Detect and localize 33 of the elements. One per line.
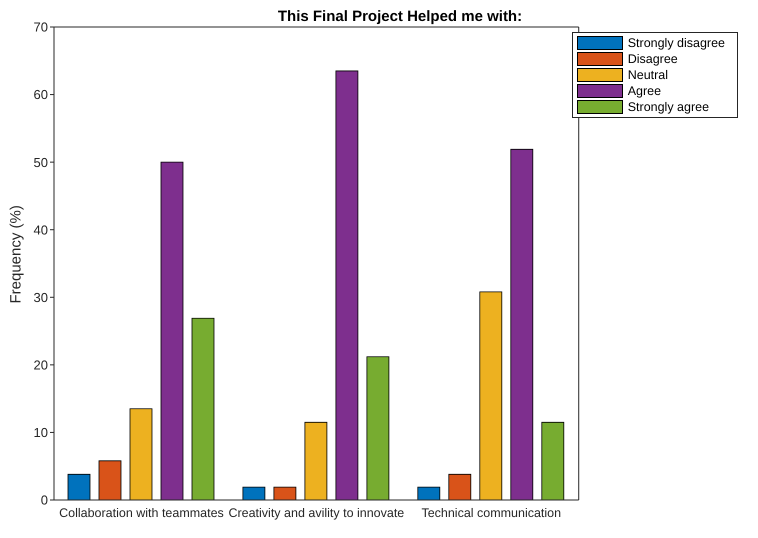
y-tick-label: 50 (34, 154, 48, 170)
bar (160, 162, 184, 500)
bar (541, 422, 564, 500)
legend-label: Strongly disagree (628, 36, 725, 50)
y-axis-title: Frequency (%) (7, 205, 24, 304)
x-tick-label: Collaboration with teammates (59, 506, 224, 520)
chart-title: This Final Project Helped me with: (276, 8, 524, 25)
bar (510, 148, 534, 500)
legend-label: Disagree (628, 52, 678, 66)
y-tick-label: 20 (34, 357, 48, 372)
bar (417, 486, 440, 500)
x-tick-label: Creativity and avility to innovate (228, 506, 404, 520)
y-tick-label: 10 (34, 425, 48, 440)
x-tick-label: Technical communication (421, 506, 562, 520)
bar (336, 70, 358, 500)
y-tick-label: 0 (40, 492, 48, 508)
bar (192, 318, 214, 500)
bar (242, 486, 266, 500)
bar (98, 460, 122, 500)
legend-label: Strongly agree (628, 100, 710, 114)
bar (130, 408, 152, 500)
bar (479, 291, 502, 500)
bar (304, 422, 328, 500)
y-tick-label: 40 (34, 222, 48, 238)
bar (448, 474, 472, 500)
bar (68, 474, 90, 500)
bar (366, 356, 390, 500)
bar (274, 486, 296, 500)
y-tick-label: 30 (34, 290, 48, 305)
y-tick-label: 70 (34, 20, 48, 35)
legend-label: Agree (628, 84, 662, 98)
legend-label: Neutral (628, 68, 668, 82)
y-tick-label: 60 (34, 87, 48, 102)
